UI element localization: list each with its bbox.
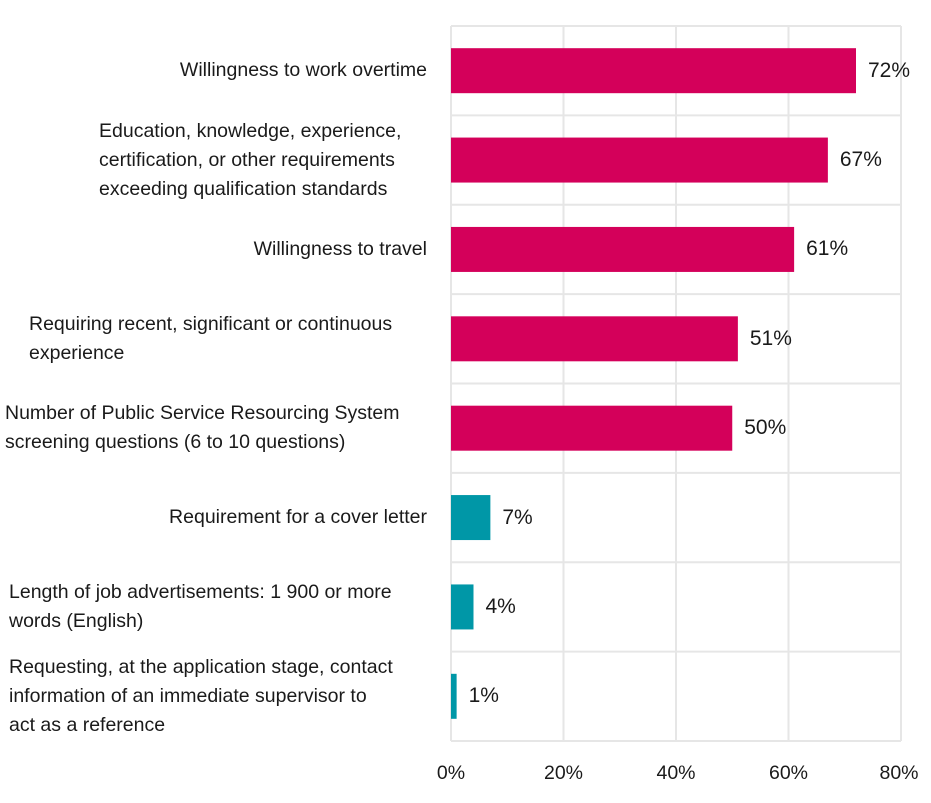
category-label: Willingness to work overtime [2, 56, 427, 85]
bar [451, 48, 856, 94]
category-label: Requirement for a cover letter [2, 503, 427, 532]
value-label: 67% [839, 148, 882, 172]
value-label: 51% [749, 326, 792, 350]
bar [451, 584, 474, 630]
value-label: 72% [868, 58, 911, 82]
bar [451, 137, 828, 183]
x-tick-label: 0% [436, 762, 466, 784]
category-label-line: certification, or other requirements [99, 148, 395, 171]
category-label-line: act as a reference [9, 713, 166, 736]
bar [451, 316, 738, 362]
category-label: Length of job advertisements: 1 900 or m… [9, 578, 392, 636]
x-tick-label: 60% [768, 762, 809, 784]
category-label-line: information of an immediate supervisor t… [9, 684, 367, 707]
value-label: 61% [806, 237, 849, 261]
category-label-line: words (English) [9, 609, 144, 632]
category-label: Willingness to travel [2, 235, 427, 264]
x-tick-label: 20% [543, 762, 584, 784]
value-label: 4% [485, 594, 516, 618]
category-label-line: experience [29, 341, 125, 364]
category-label-line: Requesting, at the application stage, co… [9, 655, 393, 678]
bars [451, 48, 856, 719]
category-label-line: Requirement for a cover letter [169, 506, 427, 529]
category-label-line: Education, knowledge, experience, [99, 119, 402, 142]
value-label: 7% [502, 505, 533, 529]
category-label: Requiring recent, significant or continu… [29, 310, 392, 368]
bar [451, 405, 733, 451]
x-tick-label: 40% [656, 762, 696, 784]
category-label-line: screening questions (6 to 10 questions) [5, 431, 346, 454]
bar [451, 495, 491, 541]
category-label: Number of Public Service Resourcing Syst… [5, 399, 400, 457]
x-tick-label: 80% [879, 762, 919, 784]
grid-lines [450, 25, 902, 742]
category-label-line: Number of Public Service Resourcing Syst… [5, 402, 400, 425]
category-label: Requesting, at the application stage, co… [9, 653, 393, 740]
category-label-line: Willingness to travel [253, 237, 427, 260]
bar [451, 226, 795, 272]
value-label: 1% [468, 684, 499, 708]
bar [451, 673, 457, 719]
category-label-line: exceeding qualification standards [99, 177, 388, 200]
category-label-line: Length of job advertisements: 1 900 or m… [9, 580, 392, 603]
value-label: 50% [744, 416, 787, 440]
category-label: Education, knowledge, experience, certifi… [99, 117, 401, 204]
category-label-line: Willingness to work overtime [179, 59, 427, 82]
category-label-line: Requiring recent, significant or continu… [29, 312, 393, 335]
